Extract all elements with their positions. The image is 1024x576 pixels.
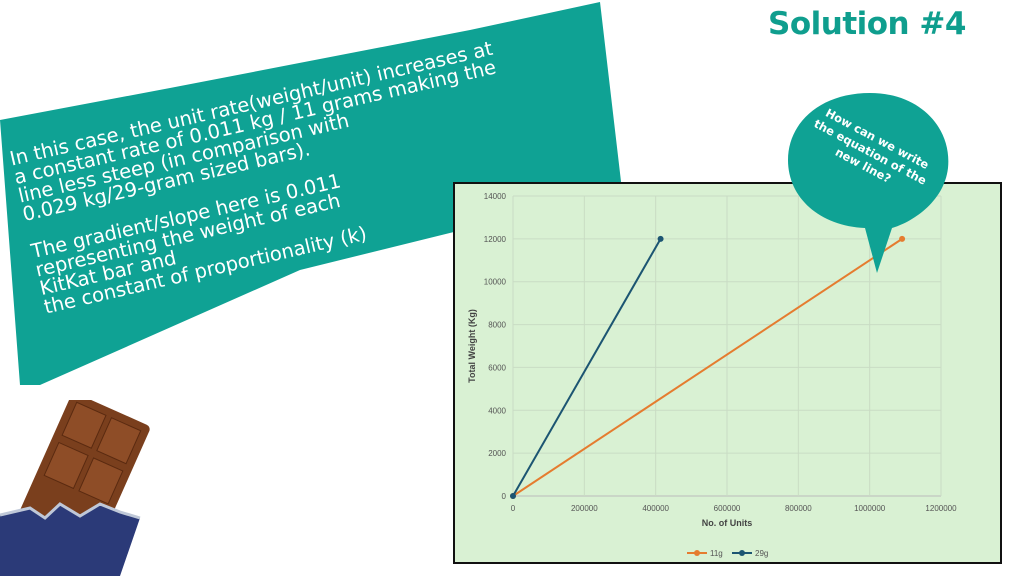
y-tick-label: 8000	[488, 321, 506, 330]
chart-container: 0 2000 4000 6000 8000 10000 12000 14000 0 200000 4…	[453, 182, 1002, 564]
chocolate-bar-illustration	[0, 400, 150, 576]
data-point-29g	[510, 493, 516, 499]
y-tick-label: 14000	[484, 192, 507, 201]
x-tick-label: 0	[511, 504, 516, 513]
y-tick-label: 0	[502, 492, 507, 501]
y-tick-label: 10000	[484, 278, 507, 287]
x-tick-label: 800000	[785, 504, 812, 513]
legend-label: 11g	[710, 549, 723, 558]
x-tick-label: 200000	[571, 504, 598, 513]
data-point-29g	[657, 235, 664, 242]
y-tick-label: 12000	[484, 235, 507, 244]
series-line-29g	[512, 238, 662, 497]
x-tick-label: 400000	[642, 504, 669, 513]
speech-bubble	[788, 93, 949, 273]
y-axis-label: Total Weight (Kg)	[467, 309, 477, 383]
legend-marker-29g	[739, 550, 745, 556]
x-tick-label: 1200000	[925, 504, 957, 513]
x-axis-label: No. of Units	[702, 518, 753, 528]
data-point-11g	[899, 235, 906, 242]
x-tick-label: 600000	[714, 504, 741, 513]
series-line-11g	[512, 238, 903, 497]
y-tick-label: 2000	[488, 449, 506, 458]
legend-marker-11g	[694, 550, 700, 556]
y-tick-label: 4000	[488, 406, 506, 415]
x-tick-label: 1000000	[854, 504, 886, 513]
legend-label: 29g	[755, 549, 768, 558]
slide-title: Solution #4	[768, 6, 966, 42]
y-tick-label: 6000	[488, 363, 506, 372]
